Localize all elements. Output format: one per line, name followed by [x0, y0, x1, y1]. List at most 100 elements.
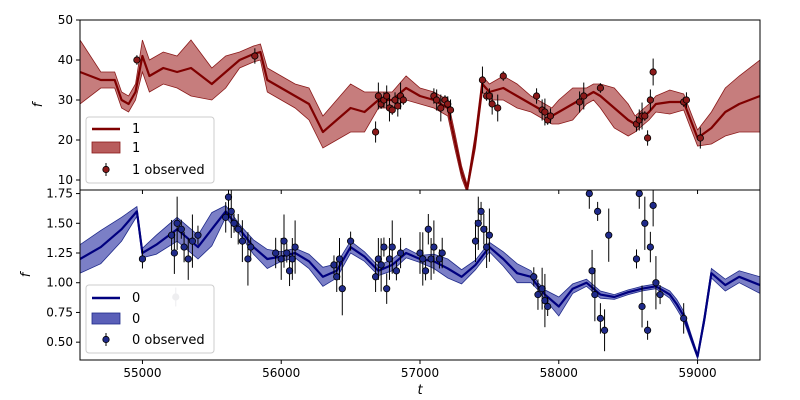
point-marker: [388, 243, 396, 251]
bottom-observed-point: [585, 190, 593, 209]
top-y-tick-label: 10: [58, 173, 73, 187]
point-marker: [591, 291, 599, 299]
bottom-observed-point: [632, 249, 641, 269]
bottom-observed-point: [291, 220, 299, 274]
bottom-observed-point: [222, 202, 230, 233]
top-observed-point: [635, 109, 643, 131]
point-marker: [371, 128, 380, 136]
bottom-observed-point: [600, 309, 609, 352]
point-marker: [224, 193, 233, 201]
bottom-observed-point: [170, 232, 178, 274]
bottom-observed-point: [474, 196, 482, 250]
point-marker: [446, 106, 455, 114]
bottom-observed-point: [419, 232, 427, 286]
bottom-observed-point: [338, 262, 346, 316]
top-observed-point: [478, 66, 487, 94]
point-marker: [380, 243, 388, 251]
bottom-y-axis-label: f: [19, 270, 34, 277]
bottom-observed-point: [392, 261, 401, 281]
point-marker: [188, 237, 197, 245]
bottom-y-tick-label: 1.00: [46, 276, 73, 290]
bottom-observed-point: [656, 285, 664, 305]
point-marker: [416, 249, 424, 257]
point-marker: [485, 231, 493, 239]
bottom-y-tick-label: 0.50: [46, 335, 73, 349]
bottom-observed-point: [438, 237, 446, 269]
top-legend-band-swatch: [91, 141, 121, 154]
point-marker: [244, 255, 252, 263]
bottom-observed-point: [234, 214, 242, 245]
bottom-y-ticks: 0.50 0.75 1.00 1.25 1.50 1.75: [46, 187, 80, 349]
point-marker: [177, 225, 185, 233]
point-marker: [585, 190, 593, 198]
bottom-legend-band-label: 0: [132, 312, 140, 327]
top-legend-line-label: 1: [132, 122, 140, 137]
point-marker: [285, 267, 294, 275]
point-marker: [635, 190, 643, 198]
bottom-observed-point: [424, 214, 432, 245]
top-observed-point: [133, 55, 141, 65]
top-observed-point: [546, 108, 555, 124]
bottom-observed-point: [544, 296, 552, 317]
point-marker: [643, 134, 652, 142]
point-marker: [399, 96, 407, 104]
bottom-observed-point: [396, 237, 405, 269]
bottom-observed-point: [596, 303, 605, 334]
point-marker: [173, 219, 181, 227]
bottom-x-tick-label: 58000: [540, 366, 578, 380]
top-observed-point: [532, 88, 541, 104]
bottom-legend-point-swatch: [102, 335, 110, 344]
point-marker: [277, 255, 285, 263]
point-marker: [330, 261, 338, 269]
point-marker: [170, 249, 178, 257]
top-legend-band-label: 1: [132, 141, 140, 156]
point-marker: [184, 255, 192, 263]
bottom-observed-point: [646, 231, 654, 263]
point-marker: [433, 96, 441, 104]
bottom-x-tick-label: 59000: [678, 366, 716, 380]
point-marker: [532, 92, 541, 100]
bottom-observed-point: [173, 196, 181, 250]
top-points-layer: [133, 48, 704, 149]
bottom-points-layer: [138, 190, 688, 352]
bottom-x-tick-label: 55000: [123, 366, 161, 380]
bottom-legend-box: [85, 284, 215, 354]
bottom-observed-point: [374, 238, 382, 280]
point-marker: [499, 72, 507, 80]
top-observed-point: [649, 58, 657, 86]
point-marker: [483, 243, 491, 251]
top-observed-point: [371, 121, 380, 143]
point-marker: [288, 255, 296, 263]
top-y-tick-label: 30: [58, 93, 73, 107]
point-marker: [541, 108, 549, 116]
top-observed-point: [499, 71, 507, 81]
top-y-tick-label: 40: [58, 53, 73, 67]
point-marker: [541, 296, 549, 305]
point-marker: [600, 326, 609, 334]
top-observed-point: [433, 89, 441, 111]
bottom-observed-point: [591, 267, 599, 322]
point-marker: [696, 134, 704, 142]
top-observed-point: [646, 89, 654, 111]
point-marker: [371, 273, 380, 281]
point-marker: [680, 314, 688, 322]
top-observed-point: [682, 92, 691, 108]
point-marker: [588, 267, 596, 275]
bottom-observed-point: [333, 261, 341, 292]
bottom-observed-point: [371, 261, 380, 292]
bottom-observed-point: [283, 243, 291, 263]
point-marker: [374, 255, 382, 263]
top-observed-point: [643, 130, 652, 146]
top-observed-point: [580, 82, 588, 110]
bottom-observed-point: [347, 231, 355, 251]
bottom-observed-point: [230, 213, 238, 233]
bottom-observed-point: [238, 220, 246, 263]
point-marker: [291, 243, 299, 251]
point-marker: [394, 102, 402, 110]
bottom-observed-point: [638, 285, 646, 328]
point-marker: [396, 249, 405, 257]
bottom-x-ticks: 55000 56000 57000 58000 59000: [123, 360, 717, 380]
bottom-y-tick-label: 1.25: [46, 246, 73, 260]
top-observed-point: [388, 105, 396, 115]
point-marker: [222, 213, 230, 221]
